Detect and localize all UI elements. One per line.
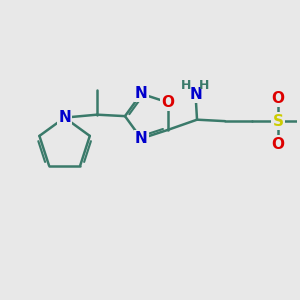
Text: S: S (272, 114, 284, 129)
Text: N: N (135, 86, 148, 101)
Text: O: O (161, 95, 174, 110)
Text: N: N (58, 110, 71, 125)
Text: N: N (189, 87, 202, 102)
Text: O: O (272, 91, 284, 106)
Text: O: O (272, 136, 284, 152)
Text: H: H (199, 79, 210, 92)
Text: H: H (181, 79, 191, 92)
Text: N: N (135, 131, 148, 146)
